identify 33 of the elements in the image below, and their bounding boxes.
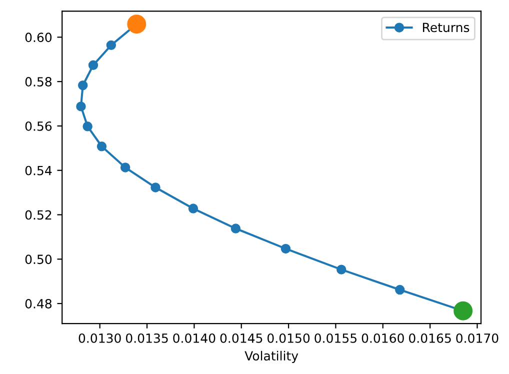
x-tick-label: 0.0170	[456, 333, 498, 343]
x-tick-label: 0.0135	[126, 333, 168, 343]
point	[82, 122, 92, 132]
x-tick-label: 0.0140	[173, 333, 216, 343]
y-tick-label: 0.48	[25, 299, 52, 308]
point	[96, 142, 107, 152]
point	[127, 14, 146, 34]
x-axis-title: Volatility	[244, 350, 298, 363]
point	[188, 204, 198, 214]
point	[150, 182, 160, 192]
y-tick-label: 0.54	[25, 166, 52, 176]
point	[280, 244, 291, 254]
legend-label: Returns	[422, 22, 470, 32]
y-tick-label: 0.50	[25, 254, 52, 264]
x-tick-label: 0.0160	[362, 333, 404, 343]
point	[88, 60, 98, 70]
x-tick-label: 0.0150	[267, 333, 310, 343]
x-tick-label: 0.0145	[220, 333, 262, 343]
point	[78, 80, 88, 90]
point	[454, 301, 473, 320]
y-tick-label: 0.58	[25, 77, 52, 87]
point	[230, 224, 241, 234]
point	[76, 102, 86, 112]
point	[336, 264, 346, 274]
x-tick-label: 0.0155	[314, 333, 356, 343]
point	[120, 162, 130, 172]
y-tick-label: 0.60	[25, 32, 52, 42]
x-tick-label: 0.0130	[78, 333, 121, 343]
point	[395, 284, 405, 295]
y-tick-label: 0.52	[25, 210, 52, 220]
x-tick-label: 0.0165	[409, 333, 451, 343]
point	[106, 40, 116, 50]
y-tick-label: 0.56	[25, 121, 52, 131]
